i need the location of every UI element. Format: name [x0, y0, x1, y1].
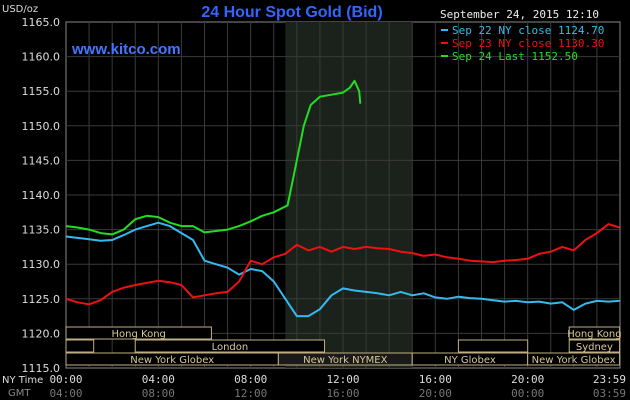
series-sep24-line — [65, 79, 362, 236]
y-tick-label: 1135.0 — [22, 224, 61, 237]
x-tick-label-ny: 04:00 — [142, 373, 175, 386]
session-band-empty — [65, 339, 95, 353]
chart-title: 24 Hour Spot Gold (Bid) — [201, 4, 382, 21]
y-unit-label: USD/oz — [2, 4, 38, 15]
x-tick-label-gmt: 03:59 — [593, 387, 626, 400]
x-tick-label-ny: 23:59 — [593, 373, 626, 386]
x-axis-label-gmt: GMT — [8, 388, 31, 399]
session-box — [568, 326, 621, 340]
x-tick-label-ny: 12:00 — [326, 373, 359, 386]
x-axis-label-ny: NY Time — [2, 375, 43, 386]
legend: Sep 22 NY close 1124.70 Sep 23 NY close … — [441, 24, 604, 63]
x-tick-label-ny: 16:00 — [419, 373, 452, 386]
session-label: NY Globex — [444, 355, 496, 366]
session-label: Sydney — [576, 342, 613, 353]
x-tick-label-ny: 08:00 — [234, 373, 267, 386]
y-tick-label: 1165.0 — [22, 16, 61, 29]
y-tick-label: 1150.0 — [22, 120, 61, 133]
session-box — [568, 339, 621, 353]
session-band-empty — [457, 339, 529, 353]
x-tick-label-gmt: 00:00 — [511, 387, 544, 400]
y-tick-label: 1140.0 — [22, 189, 61, 202]
y-tick-label: 1130.0 — [22, 258, 61, 271]
x-tick-label-gmt: 20:00 — [419, 387, 452, 400]
session-label: Hong Kong — [567, 329, 621, 340]
x-tick-label-gmt: 08:00 — [142, 387, 175, 400]
session-label: Hong Kong — [112, 329, 166, 340]
y-tick-label: 1160.0 — [22, 51, 61, 64]
session-label: New York Globex — [130, 355, 214, 366]
y-tick-label: 1115.0 — [22, 362, 61, 375]
website-link[interactable]: www.kitco.com — [71, 41, 181, 58]
x-tick-label-gmt: 12:00 — [234, 387, 267, 400]
y-tick-label: 1125.0 — [22, 293, 61, 306]
series-sep23-line — [65, 223, 620, 306]
legend-label-sep24: Sep 24 Last 1152.50 — [452, 50, 578, 63]
session-box — [527, 352, 621, 366]
legend-label-sep22: Sep 22 NY close 1124.70 — [452, 24, 604, 37]
x-tick-label-gmt: 16:00 — [326, 387, 359, 400]
timestamp: September 24, 2015 12:10 — [440, 8, 599, 21]
series-sep22-line — [65, 221, 620, 318]
x-tick-label-ny: 00:00 — [49, 373, 82, 386]
session-label: New York Globex — [532, 355, 616, 366]
session-label: New York NYMEX — [303, 355, 388, 366]
x-tick-label-ny: 20:00 — [511, 373, 544, 386]
session-box — [134, 339, 326, 353]
session-box — [65, 326, 212, 340]
x-tick-label-gmt: 04:00 — [49, 387, 82, 400]
y-tick-label: 1145.0 — [22, 154, 61, 167]
y-tick-label: 1155.0 — [22, 85, 61, 98]
session-label: London — [212, 342, 249, 353]
y-tick-label: 1120.0 — [22, 327, 61, 340]
legend-label-sep23: Sep 23 NY close 1130.30 — [452, 37, 604, 50]
